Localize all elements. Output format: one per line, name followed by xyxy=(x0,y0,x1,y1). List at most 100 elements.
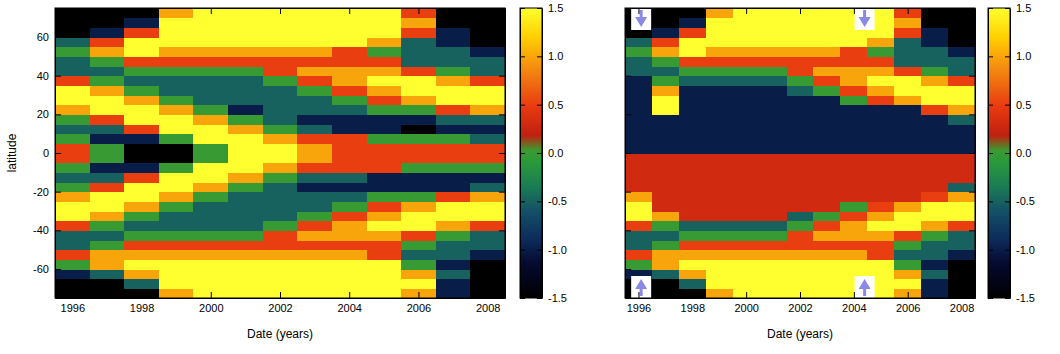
cell xyxy=(625,221,653,231)
tick-mark xyxy=(72,292,73,298)
cell xyxy=(401,279,436,289)
cell xyxy=(706,18,734,28)
cell xyxy=(652,182,680,192)
cell xyxy=(760,279,788,289)
cell xyxy=(867,37,895,47)
x-axis-top xyxy=(56,8,506,14)
tick-mark xyxy=(1005,298,1010,299)
cell xyxy=(840,105,868,115)
cell xyxy=(159,172,194,182)
cell xyxy=(124,221,159,231)
cell xyxy=(297,201,332,211)
cell xyxy=(401,114,436,124)
cell xyxy=(706,259,734,269)
cell xyxy=(625,163,653,173)
cell xyxy=(436,172,471,182)
cell xyxy=(90,288,125,298)
cell xyxy=(733,114,761,124)
cell xyxy=(679,124,707,134)
cell xyxy=(124,95,159,105)
colorbar-fill xyxy=(988,8,1010,298)
tick-mark xyxy=(537,105,542,106)
cell xyxy=(760,182,788,192)
tick: 2008 xyxy=(950,292,974,314)
cell xyxy=(787,279,815,289)
cell xyxy=(840,153,868,163)
tick-mark xyxy=(962,292,963,298)
cell xyxy=(159,201,194,211)
cell xyxy=(625,259,653,269)
cell xyxy=(159,279,194,289)
tick: -1.0 xyxy=(1005,244,1035,256)
cell xyxy=(733,163,761,173)
y-axis xyxy=(625,9,631,299)
cell xyxy=(124,76,159,86)
cell xyxy=(625,76,653,86)
cell xyxy=(679,76,707,86)
cell xyxy=(760,250,788,260)
cell xyxy=(652,269,680,279)
cell xyxy=(706,269,734,279)
cell xyxy=(652,47,680,57)
cell xyxy=(652,76,680,86)
axis-line xyxy=(1010,9,1011,299)
cell xyxy=(679,18,707,28)
cell xyxy=(894,172,922,182)
tick: -1.5 xyxy=(1005,292,1035,304)
tick-mark xyxy=(55,153,61,154)
cell xyxy=(733,172,761,182)
cell xyxy=(733,18,761,28)
cell xyxy=(228,8,263,18)
cell xyxy=(652,85,680,95)
cell xyxy=(625,95,653,105)
cell xyxy=(894,56,922,66)
cell xyxy=(948,230,975,240)
cell xyxy=(228,182,263,192)
cell xyxy=(263,211,298,221)
cell xyxy=(706,163,734,173)
cell xyxy=(652,114,680,124)
tick-mark xyxy=(520,153,525,154)
cell xyxy=(332,134,367,144)
cell xyxy=(760,269,788,279)
cell xyxy=(787,105,815,115)
cell xyxy=(652,8,680,18)
cell xyxy=(948,76,975,86)
cell xyxy=(401,47,436,57)
tick: 0.0 xyxy=(537,147,563,159)
cell xyxy=(55,134,90,144)
cell xyxy=(332,76,367,86)
cell xyxy=(470,66,505,76)
cell xyxy=(228,221,263,231)
cell xyxy=(90,250,125,260)
cell xyxy=(367,279,402,289)
cell xyxy=(193,259,228,269)
tick: 2006 xyxy=(896,292,920,314)
cell xyxy=(436,269,471,279)
cell xyxy=(921,201,949,211)
cell xyxy=(124,279,159,289)
cell xyxy=(332,95,367,105)
tick xyxy=(625,76,631,77)
cell xyxy=(787,8,815,18)
cell xyxy=(436,56,471,66)
y-axis-title: latitude xyxy=(5,133,19,172)
cell xyxy=(813,47,841,57)
cell xyxy=(921,143,949,153)
cell xyxy=(159,8,194,18)
cell xyxy=(193,66,228,76)
cell xyxy=(297,47,332,57)
cell xyxy=(367,37,402,47)
cell xyxy=(625,153,653,163)
cell xyxy=(55,182,90,192)
cell xyxy=(367,8,402,18)
cell xyxy=(436,66,471,76)
tick xyxy=(499,153,505,154)
cell xyxy=(706,288,734,298)
cell xyxy=(787,250,815,260)
cell xyxy=(263,76,298,86)
cell xyxy=(840,85,868,95)
cell xyxy=(159,269,194,279)
cell xyxy=(894,27,922,37)
cell xyxy=(263,47,298,57)
